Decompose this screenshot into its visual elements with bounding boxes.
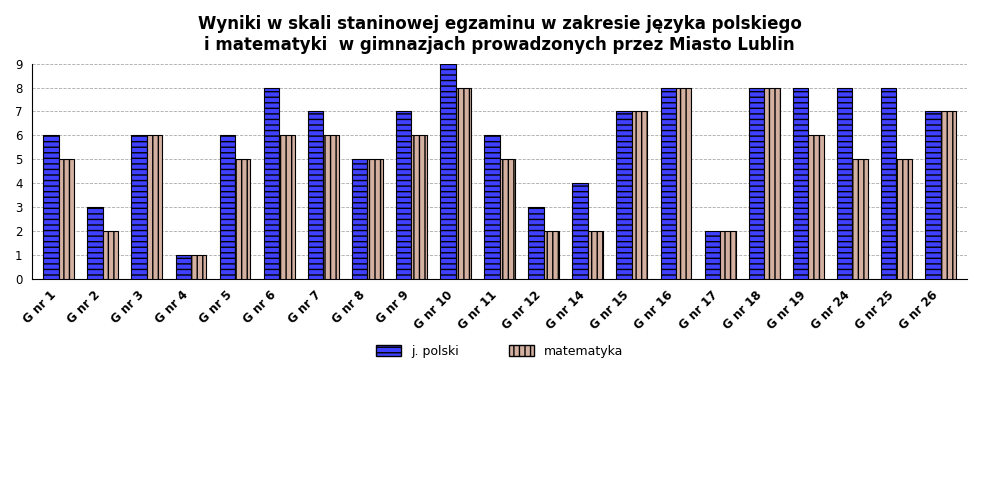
- Bar: [837, 88, 852, 279]
- Bar: [661, 88, 676, 279]
- Bar: [411, 135, 427, 279]
- Bar: [147, 135, 162, 279]
- Bar: [191, 255, 206, 279]
- Bar: [881, 88, 897, 279]
- Bar: [500, 159, 515, 279]
- Bar: [307, 111, 323, 279]
- Bar: [323, 135, 339, 279]
- Bar: [764, 88, 780, 279]
- Bar: [279, 135, 295, 279]
- Bar: [440, 64, 456, 279]
- Bar: [235, 159, 250, 279]
- Bar: [176, 255, 191, 279]
- Bar: [220, 135, 235, 279]
- Bar: [484, 135, 500, 279]
- Bar: [808, 135, 824, 279]
- Bar: [792, 88, 808, 279]
- Bar: [588, 231, 603, 279]
- Bar: [748, 88, 764, 279]
- Bar: [87, 207, 103, 279]
- Bar: [132, 135, 147, 279]
- Bar: [103, 231, 118, 279]
- Bar: [43, 135, 59, 279]
- Bar: [264, 88, 279, 279]
- Bar: [676, 88, 691, 279]
- Bar: [352, 159, 367, 279]
- Legend: j. polski, matematyka: j. polski, matematyka: [371, 340, 628, 363]
- Bar: [367, 159, 383, 279]
- Bar: [720, 231, 736, 279]
- Title: Wyniki w skali staninowej egzaminu w zakresie języka polskiego
i matematyki  w g: Wyniki w skali staninowej egzaminu w zak…: [197, 15, 801, 54]
- Bar: [925, 111, 941, 279]
- Bar: [852, 159, 868, 279]
- Bar: [544, 231, 559, 279]
- Bar: [528, 207, 544, 279]
- Bar: [705, 231, 720, 279]
- Bar: [456, 88, 471, 279]
- Bar: [897, 159, 912, 279]
- Bar: [396, 111, 411, 279]
- Bar: [59, 159, 74, 279]
- Bar: [631, 111, 647, 279]
- Bar: [941, 111, 955, 279]
- Bar: [573, 183, 588, 279]
- Bar: [617, 111, 631, 279]
